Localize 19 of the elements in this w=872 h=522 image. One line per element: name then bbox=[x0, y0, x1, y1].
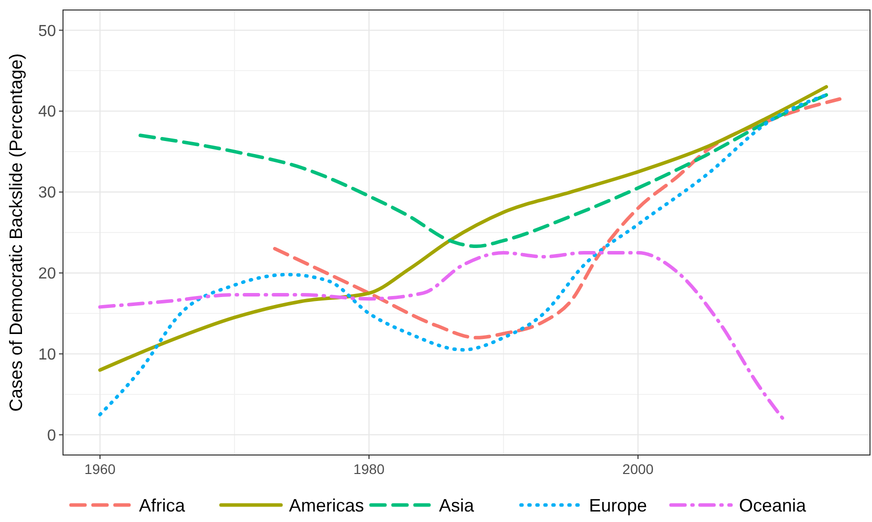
x-tick-label: 2000 bbox=[622, 461, 654, 477]
y-tick-label: 10 bbox=[38, 346, 56, 364]
x-tick-label: 1960 bbox=[84, 461, 116, 477]
line-series bbox=[138, 93, 828, 248]
y-axis-title: Cases of Democratic Backslide (Percentage) bbox=[6, 53, 26, 412]
y-tick-label: 50 bbox=[38, 22, 56, 40]
legend-label: Asia bbox=[439, 495, 476, 516]
x-tick-label: 1980 bbox=[353, 461, 385, 477]
legend-label: Oceania bbox=[739, 495, 808, 516]
y-tick-label: 20 bbox=[38, 266, 56, 283]
y-tick-label: 40 bbox=[38, 104, 56, 121]
line-series bbox=[98, 85, 828, 372]
line-series bbox=[273, 97, 842, 340]
legend-label: Europe bbox=[589, 495, 648, 516]
legend-label: Africa bbox=[139, 495, 186, 516]
legend-label: Americas bbox=[289, 495, 364, 516]
line-series bbox=[98, 93, 828, 416]
y-tick-label: 30 bbox=[38, 184, 56, 202]
y-tick-label: 0 bbox=[47, 427, 56, 444]
